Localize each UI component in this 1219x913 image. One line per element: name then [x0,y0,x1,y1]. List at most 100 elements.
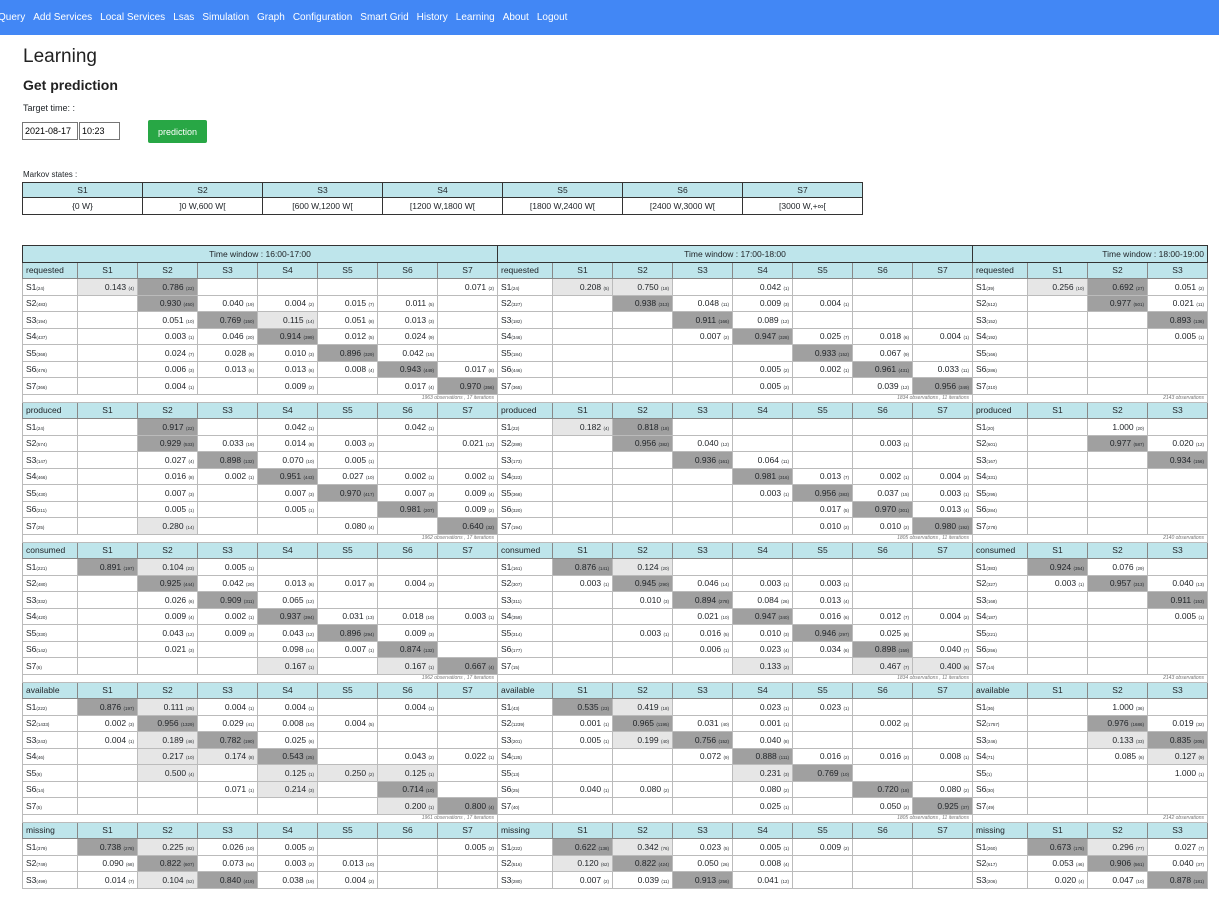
transition-count: (5) [603,285,610,291]
probability-cell: 0.033 (19) [197,434,258,452]
nav-item-smart-grid[interactable]: Smart Grid [360,12,409,23]
probability-value: 0.936 [694,454,717,465]
row-observation-count: (280) [511,878,522,884]
nav-item-graph[interactable]: Graph [257,12,285,23]
probability-value: 0.009 [404,627,427,638]
transition-count: (6) [843,615,850,621]
transition-count: (2) [783,384,790,390]
probability-value: 0.050 [697,858,719,869]
probability-value: 0.010 [759,627,782,638]
probability-cell [77,657,138,675]
date-input[interactable] [22,122,78,140]
probability-cell [612,484,673,502]
row-state-label: S4(192) [972,327,1028,345]
prediction-button[interactable]: prediction [148,120,207,143]
probability-cell: 0.007 (3) [137,484,198,502]
probability-cell: 0.898 (159) [852,640,913,658]
probability-cell: 0.020 (12) [1147,434,1208,452]
nav-item-history[interactable]: History [416,12,448,23]
nav-item-learning[interactable]: Learning [455,12,495,23]
probability-value: 0.067 [879,347,902,358]
probability-cell [1027,360,1088,378]
probability-value: 0.042 [402,347,424,358]
transition-count: (11) [781,458,789,464]
probability-value: 0.965 [632,718,654,729]
transition-count: (150) [243,318,254,324]
probability-cell [1027,797,1088,815]
nav-item-query[interactable]: Query [0,12,26,23]
nav-item-local-services[interactable]: Local Services [100,12,166,23]
transition-count: (152) [718,738,729,744]
nav-item-simulation[interactable]: Simulation [202,12,250,23]
probability-cell: 0.005 (1) [137,500,198,518]
transition-count: (2) [488,508,495,514]
probability-cell [257,558,318,576]
probability-cell [1027,764,1088,782]
probability-cell [1147,360,1208,378]
probability-cell: 0.040 (1) [552,780,613,798]
nav-item-logout[interactable]: Logout [536,12,568,23]
probability-value: 0.938 [634,298,657,309]
row-state-label: S1(39) [972,278,1028,296]
row-observation-count: (1757) [986,722,1000,728]
state-column-header: S1 [1027,261,1088,279]
probability-value: 0.013 [819,594,842,605]
probability-cell [1027,294,1088,312]
probability-value: 0.001 [579,718,602,729]
probability-cell [77,360,138,378]
row-state-label: S3(168) [972,591,1028,609]
transition-count: (3) [783,631,790,637]
nav-item-about[interactable]: About [502,12,529,23]
probability-value: 0.929 [159,438,182,449]
probability-cell [137,657,198,675]
probability-cell [317,747,378,765]
transition-count: (2) [903,524,910,530]
nav-item-add-services[interactable]: Add Services [33,12,93,23]
row-observation-count: (161) [511,565,522,571]
transition-count: (1) [488,755,495,761]
row-state-label: S5(314) [497,624,553,642]
time-input[interactable] [79,122,120,140]
probability-value: 0.002 [224,611,247,622]
transition-count: (356) [483,384,494,390]
probability-cell: 0.876 (197) [77,698,138,716]
transition-count: (6) [188,598,195,604]
row-state-label: S6(25) [497,780,553,798]
probability-value: 0.125 [404,767,427,778]
probability-cell: 0.133 (2) [732,657,793,675]
transition-count: (10) [1135,878,1144,884]
probability-cell: 0.673 (175) [1027,838,1088,856]
state-column-header: S3 [672,261,733,279]
transition-count: (1) [603,722,610,728]
state-column-header: S3 [1147,681,1208,699]
row-state-label: S2(516) [497,854,553,872]
row-state-name: S7 [26,380,37,391]
transition-count: (1) [428,705,435,711]
state-column-header: S7 [912,401,973,419]
transition-count: (1) [308,425,315,431]
transition-count: (19) [245,442,254,448]
probability-cell [1027,500,1088,518]
transition-count: (316) [778,475,789,481]
probability-cell: 0.004 (2) [912,467,973,485]
row-observation-count: (368) [36,351,47,357]
probability-cell [437,451,498,469]
probability-cell: 0.888 (111) [732,747,793,765]
nav-item-configuration[interactable]: Configuration [292,12,353,23]
transition-count: (2) [308,302,315,308]
transition-count: (2) [903,755,910,761]
probability-cell [552,311,613,329]
state-column-header: S7 [437,681,498,699]
row-observation-count: (307) [511,582,522,588]
nav-item-lsas[interactable]: Lsas [173,12,195,23]
row-state-name: S4 [501,471,512,482]
probability-cell: 0.023 (5) [672,838,733,856]
transition-count: (3) [783,302,790,308]
probability-cell: 0.089 (12) [732,311,793,329]
transition-count: (14) [185,524,194,530]
row-state-name: S3 [501,734,512,745]
row-state-name: S4 [976,331,987,342]
probability-cell: 0.013 (6) [257,574,318,592]
probability-cell [77,434,138,452]
probability-cell [552,360,613,378]
